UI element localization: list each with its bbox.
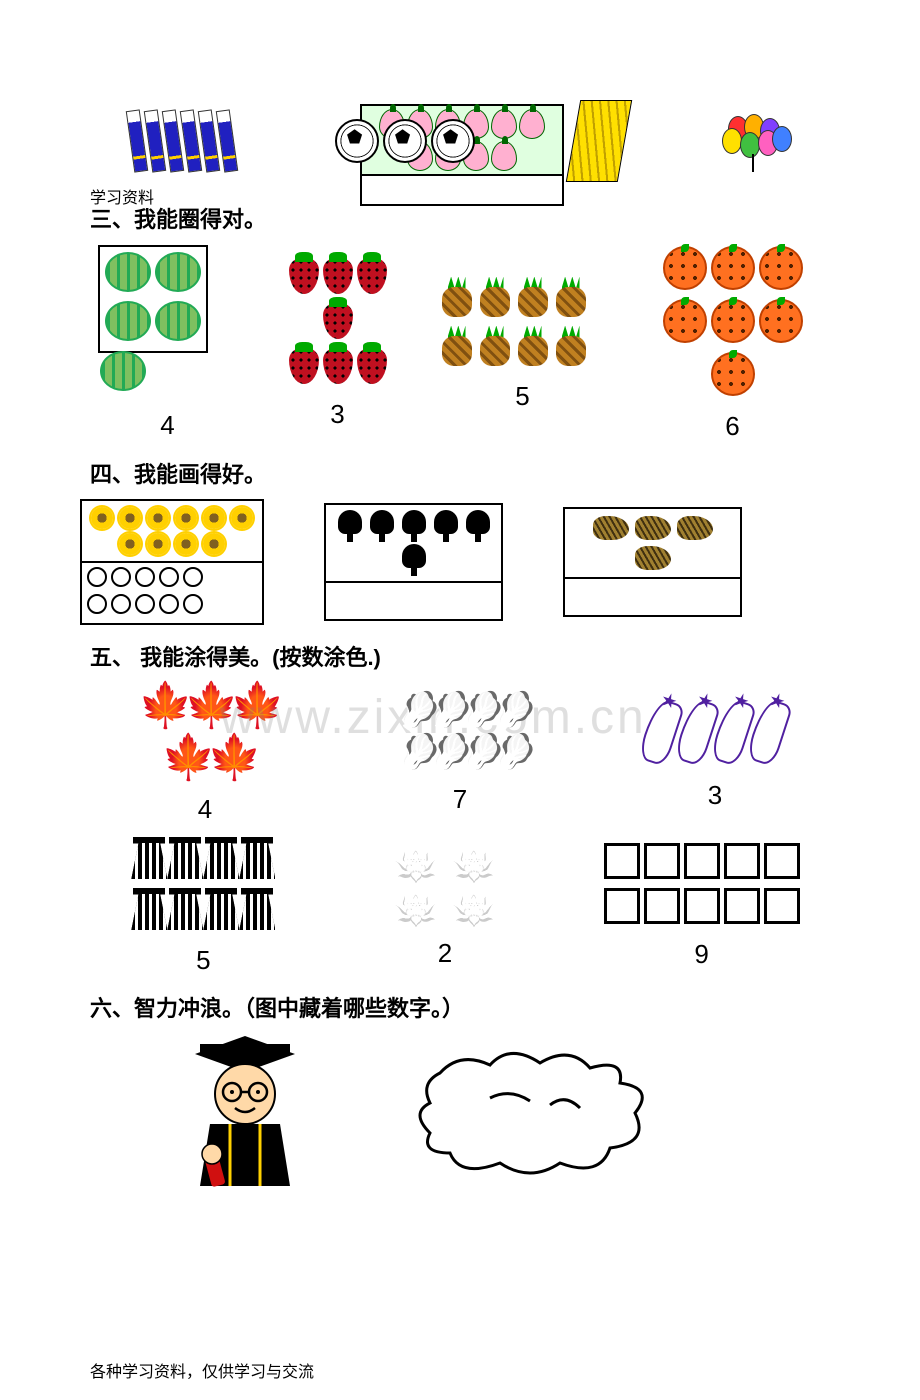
soccer-balls: [333, 117, 477, 170]
watermelon-group: [98, 245, 238, 402]
label-4: 4: [160, 410, 174, 441]
pineapple-group: [438, 275, 608, 373]
eggplant-group: [635, 697, 795, 772]
label-6: 6: [725, 411, 739, 442]
section6-row: [170, 1033, 840, 1198]
label-leaf: 4: [198, 794, 212, 825]
label-cabbage: 7: [453, 784, 467, 815]
hidden-number-drawing: [400, 1033, 660, 1198]
section6-title: 六、智力冲浪。（图中藏着哪些数字。）: [90, 991, 920, 1023]
scholar-icon: [170, 1036, 320, 1196]
label-square: 9: [694, 939, 708, 970]
hedgehog-box: [563, 507, 742, 617]
section4-title: 四、我能画得好。: [90, 457, 920, 489]
footer-label: 各种学习资料，仅供学习与交流: [90, 1358, 314, 1382]
square-group: [602, 841, 802, 931]
label-5: 5: [515, 381, 529, 412]
toothbrushes: [128, 110, 236, 177]
strawberry-group: [273, 256, 403, 391]
leaf-group: 🍁🍁🍁 🍁🍁: [125, 682, 285, 786]
sunflower-box: [80, 499, 264, 625]
section3-row: 4 3 5 6: [80, 244, 840, 442]
cabbage-group: 🥬🥬🥬🥬 🥬🥬🥬🥬: [375, 692, 545, 776]
header-label: 学习资料: [90, 184, 154, 208]
orange-group: [643, 244, 823, 403]
section4-row: [80, 499, 840, 625]
section5-title: 五、 我能涂得美。(按数涂色.): [90, 640, 920, 672]
label-lotus: 2: [438, 938, 452, 969]
section3-title: 三、我能圈得对。: [90, 202, 920, 234]
lotus-group: 🪷🪷 🪷🪷: [365, 842, 525, 930]
section5-row1: 🍁🍁🍁 🍁🍁 4 🥬🥬🥬🥬 🥬🥬🥬🥬 7 3: [80, 682, 840, 825]
label-3: 3: [330, 399, 344, 430]
label-shuttle: 5: [196, 945, 210, 976]
balloons-icon: [722, 114, 792, 174]
section5-row2: 5 🪷🪷 🪷🪷 2 9: [80, 835, 840, 976]
sticks-icon: [573, 100, 625, 187]
label-eggplant: 3: [708, 780, 722, 811]
tree-box: [324, 503, 503, 621]
shuttle-group: [118, 835, 288, 937]
